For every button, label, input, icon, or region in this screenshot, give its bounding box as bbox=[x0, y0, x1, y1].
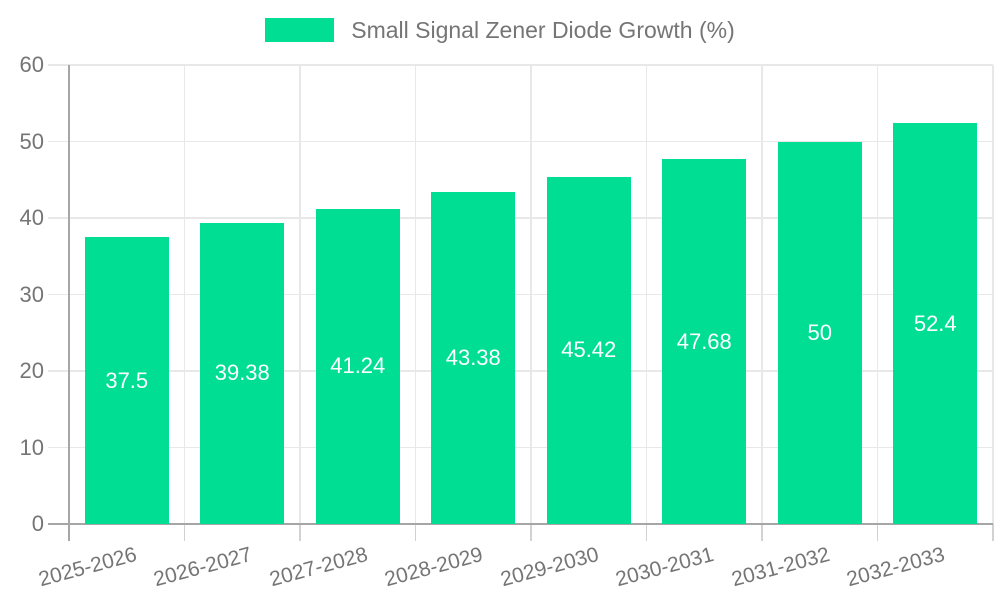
y-axis-label: 20 bbox=[19, 358, 44, 383]
y-axis-line bbox=[68, 65, 70, 541]
x-tick bbox=[645, 524, 647, 541]
bar[interactable] bbox=[546, 176, 631, 524]
bar-value-label: 47.68 bbox=[676, 328, 732, 354]
x-tick bbox=[299, 524, 301, 541]
v-gridline bbox=[183, 65, 185, 524]
v-gridline bbox=[876, 65, 878, 524]
y-axis-label: 50 bbox=[19, 128, 44, 154]
v-gridline bbox=[414, 65, 416, 524]
h-gridline bbox=[48, 370, 993, 372]
bar[interactable] bbox=[777, 141, 862, 524]
v-gridline bbox=[299, 65, 301, 524]
bar[interactable] bbox=[315, 208, 400, 524]
bar-value-label: 45.42 bbox=[561, 337, 617, 363]
legend-item[interactable]: Small Signal Zener Diode Growth (%) bbox=[265, 17, 735, 43]
x-tick bbox=[992, 524, 994, 541]
bar-value-label: 39.38 bbox=[214, 360, 270, 386]
legend: Small Signal Zener Diode Growth (%) bbox=[0, 17, 1000, 43]
bar[interactable] bbox=[431, 192, 516, 524]
bar[interactable] bbox=[200, 222, 285, 524]
bar-value-label: 37.5 bbox=[105, 367, 149, 393]
bar-value-label: 43.38 bbox=[445, 345, 501, 371]
y-axis-label: 10 bbox=[19, 434, 44, 460]
v-gridline bbox=[530, 65, 532, 524]
legend-label: Small Signal Zener Diode Growth (%) bbox=[351, 17, 735, 43]
bar-value-label: 50 bbox=[807, 319, 832, 345]
bar-value-label: 41.24 bbox=[330, 353, 386, 379]
h-gridline bbox=[48, 446, 993, 448]
bar[interactable] bbox=[893, 123, 978, 524]
h-gridline bbox=[48, 64, 993, 66]
x-tick bbox=[414, 524, 416, 541]
v-gridline bbox=[761, 65, 763, 524]
h-gridline bbox=[48, 140, 993, 142]
x-tick bbox=[761, 524, 763, 541]
y-axis-label: 40 bbox=[19, 205, 44, 230]
x-axis-line bbox=[48, 523, 993, 525]
bar-value-label: 52.4 bbox=[913, 310, 957, 336]
y-axis-label: 30 bbox=[19, 281, 44, 307]
v-gridline bbox=[645, 65, 647, 524]
y-axis-label: 60 bbox=[19, 52, 44, 77]
bar[interactable] bbox=[662, 159, 747, 524]
h-gridline bbox=[48, 293, 993, 295]
x-tick bbox=[530, 524, 532, 541]
h-gridline bbox=[48, 217, 993, 219]
bar[interactable] bbox=[84, 237, 169, 524]
v-gridline bbox=[992, 65, 994, 524]
x-tick bbox=[183, 524, 185, 541]
legend-color-swatch-icon bbox=[265, 18, 335, 42]
y-axis-label: 0 bbox=[31, 511, 44, 536]
x-tick bbox=[876, 524, 878, 541]
